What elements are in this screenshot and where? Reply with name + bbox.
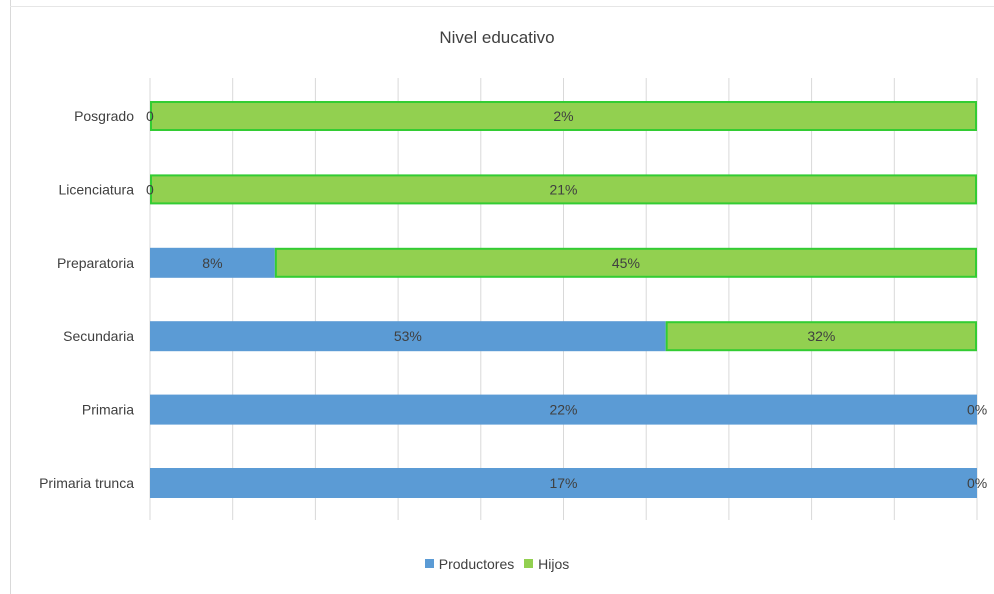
chart-title: Nivel educativo (439, 28, 555, 47)
legend-swatch-hijos (524, 559, 534, 568)
frame-top-border (10, 6, 994, 7)
bar-hijos-licenciatura (150, 174, 977, 205)
bar-hijos-preparatoria (274, 247, 977, 278)
data-label-productores-primaria: 22% (549, 402, 577, 418)
legend-label-productores: Productores (438, 555, 515, 572)
bar-productores-secundaria (150, 321, 666, 352)
data-label-hijos-primaria: 0% (967, 402, 987, 418)
category-label-primaria-trunca: Primaria trunca (39, 475, 134, 491)
data-label-productores-primaria-trunca: 17% (549, 475, 577, 491)
bar-productores-primaria-trunca (150, 468, 977, 498)
data-label-hijos-licenciatura: 21% (549, 181, 577, 197)
bar-hijos-posgrado (150, 101, 977, 131)
frame-left-border (10, 0, 11, 594)
data-label-productores-preparatoria: 8% (202, 255, 222, 271)
category-label-licenciatura: Licenciatura (59, 181, 135, 197)
data-label-productores-posgrado: 0 (146, 108, 154, 124)
legend-item-productores: Productores (424, 555, 515, 572)
data-label-hijos-preparatoria: 45% (612, 255, 640, 271)
legend: Productores Hijos (0, 555, 994, 572)
category-label-posgrado: Posgrado (74, 108, 134, 124)
data-label-productores-secundaria: 53% (394, 328, 422, 344)
category-label-primaria: Primaria (82, 402, 134, 418)
legend-swatch-productores (424, 559, 434, 568)
data-label-hijos-posgrado: 2% (553, 108, 573, 124)
data-label-hijos-primaria-trunca: 0% (967, 475, 987, 491)
category-label-secundaria: Secundaria (63, 328, 134, 344)
legend-label-hijos: Hijos (538, 555, 570, 572)
data-label-productores-licenciatura: 0 (146, 181, 154, 197)
category-label-preparatoria: Preparatoria (57, 255, 134, 271)
bar-productores-primaria (150, 394, 977, 425)
legend-item-hijos: Hijos (524, 556, 569, 572)
data-label-hijos-secundaria: 32% (807, 328, 835, 344)
bar-hijos-secundaria (665, 321, 977, 352)
bar-productores-preparatoria (150, 247, 275, 278)
